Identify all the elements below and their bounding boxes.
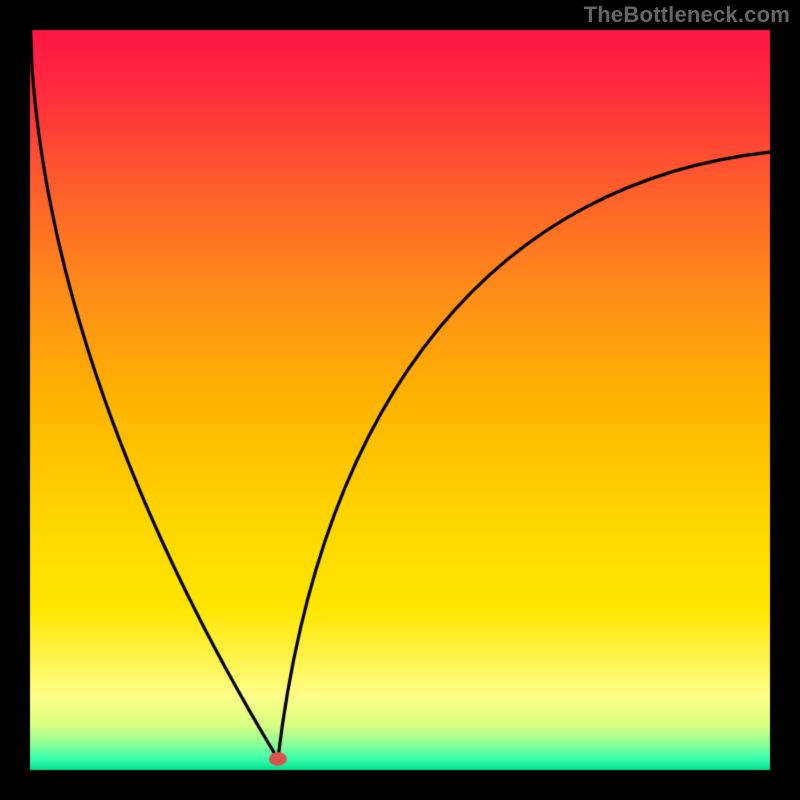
bottleneck-chart-canvas [0,0,800,800]
chart-container: TheBottleneck.com [0,0,800,800]
watermark-label: TheBottleneck.com [584,2,790,28]
